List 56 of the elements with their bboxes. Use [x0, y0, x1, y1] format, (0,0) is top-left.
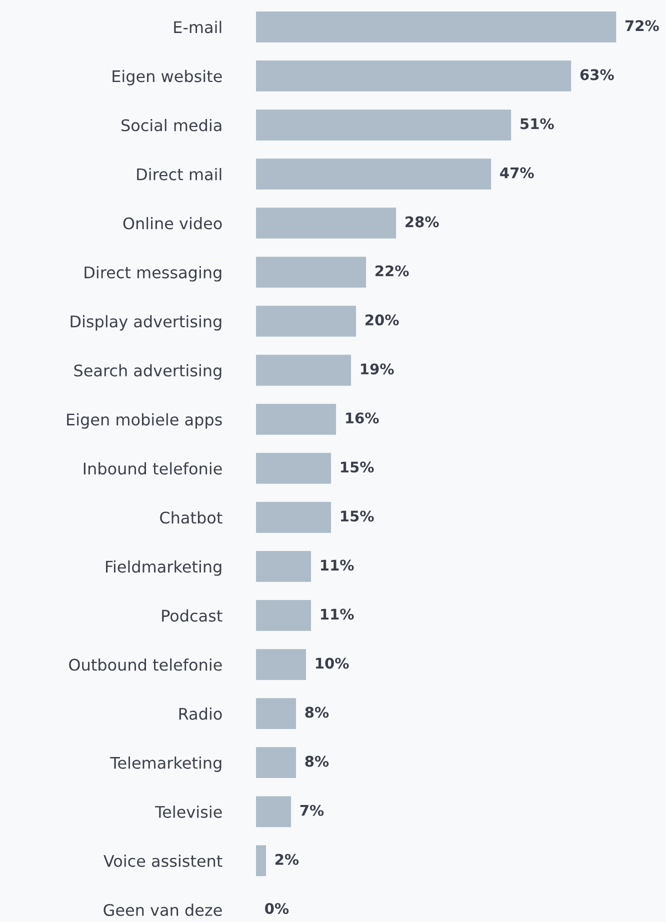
- data-label: 7%: [300, 804, 324, 816]
- data-label: 63%: [580, 69, 614, 80]
- bar: [256, 256, 366, 288]
- bar: [256, 600, 312, 631]
- y-tick-label: Display advertising: [70, 315, 222, 331]
- y-tick-label: Direct mail: [137, 168, 222, 180]
- bar: [256, 158, 492, 190]
- data-label: 22%: [376, 265, 409, 276]
- y-tick-label: Online video: [123, 217, 222, 230]
- data-label: 19%: [361, 363, 394, 374]
- y-tick-label: Geen van deze: [104, 904, 222, 916]
- bar: [256, 404, 336, 435]
- bar: [256, 354, 352, 386]
- data-label: 16%: [346, 412, 379, 424]
- data-label: 72%: [625, 20, 659, 32]
- bar: [256, 649, 306, 680]
- data-label: 8%: [305, 756, 329, 767]
- bar: [256, 60, 572, 92]
- bar: [256, 698, 296, 730]
- bar: [256, 747, 296, 778]
- data-label: 8%: [305, 706, 329, 718]
- data-label: 11%: [321, 560, 354, 571]
- bar: [256, 11, 616, 42]
- data-label: 2%: [275, 854, 299, 865]
- bar: [256, 502, 332, 533]
- bar: [256, 796, 292, 828]
- y-tick-label: Social media: [122, 118, 222, 132]
- y-tick-label: Inbound telefonie: [84, 462, 222, 475]
- y-tick-label: Chatbot: [160, 511, 222, 524]
- y-tick-label: Eigen website: [112, 70, 222, 86]
- data-label: 51%: [520, 118, 554, 130]
- y-tick-label: Search advertising: [74, 364, 222, 380]
- bar: [256, 306, 356, 337]
- bar: [256, 452, 332, 484]
- y-tick-label: Outbound telefonie: [69, 658, 222, 671]
- data-label: 28%: [406, 216, 439, 228]
- bar: [256, 208, 396, 239]
- data-label: 0%: [265, 902, 289, 914]
- data-label: 47%: [500, 167, 534, 178]
- data-label: 11%: [321, 608, 354, 620]
- bar: [256, 845, 266, 876]
- y-tick-label: E-mail: [174, 20, 222, 34]
- y-tick-label: Telemarketing: [110, 756, 222, 772]
- bar: [256, 110, 512, 140]
- y-tick-label: Televisie: [155, 806, 222, 818]
- y-tick-label: Fieldmarketing: [106, 560, 222, 576]
- y-tick-label: Direct messaging: [84, 266, 222, 282]
- bar: [256, 550, 312, 582]
- data-label: 15%: [341, 510, 374, 522]
- y-tick-label: Voice assistent: [104, 854, 222, 867]
- y-tick-label: Eigen mobiele apps: [67, 413, 222, 429]
- data-label: 15%: [341, 462, 374, 473]
- y-tick-label: Radio: [179, 707, 222, 720]
- data-label: 20%: [366, 314, 399, 326]
- data-label: 10%: [316, 658, 349, 669]
- y-tick-label: Podcast: [162, 609, 222, 622]
